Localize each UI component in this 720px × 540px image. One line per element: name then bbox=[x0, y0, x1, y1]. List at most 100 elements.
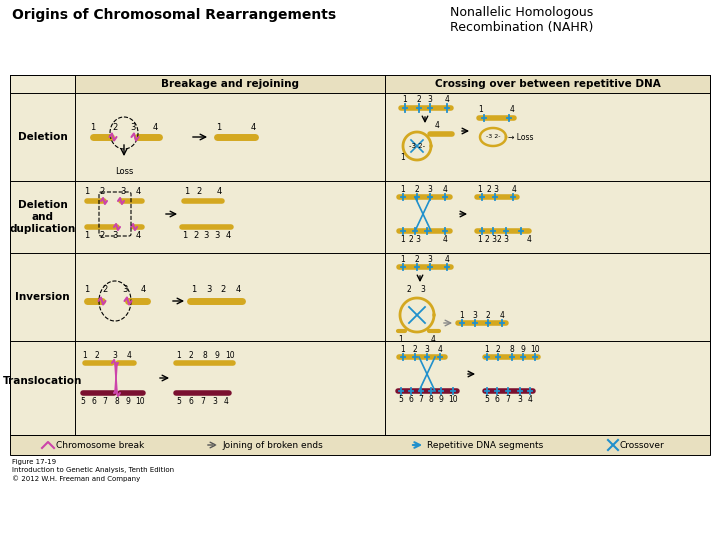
Text: Chromosome break: Chromosome break bbox=[56, 441, 144, 449]
Text: 1: 1 bbox=[400, 254, 405, 264]
Text: 1: 1 bbox=[176, 350, 181, 360]
Text: 1: 1 bbox=[84, 187, 89, 197]
Text: 2: 2 bbox=[194, 232, 199, 240]
Text: 2: 2 bbox=[417, 96, 421, 105]
Text: 9: 9 bbox=[438, 395, 444, 403]
Text: Figure 17-19
Introduction to Genetic Analysis, Tenth Edition
© 2012 W.H. Freeman: Figure 17-19 Introduction to Genetic Ana… bbox=[12, 459, 174, 482]
Text: 1: 1 bbox=[91, 123, 96, 132]
Text: 2: 2 bbox=[415, 185, 419, 193]
Text: 2: 2 bbox=[112, 123, 117, 132]
Polygon shape bbox=[400, 298, 434, 332]
Text: 2: 2 bbox=[415, 254, 419, 264]
Text: 4: 4 bbox=[235, 286, 240, 294]
Text: 4: 4 bbox=[140, 286, 145, 294]
Text: 1: 1 bbox=[479, 105, 483, 114]
Text: 3: 3 bbox=[212, 396, 217, 406]
Text: 1: 1 bbox=[400, 345, 405, 354]
Text: 3: 3 bbox=[420, 285, 426, 294]
Text: 1: 1 bbox=[83, 350, 87, 360]
Text: 3: 3 bbox=[428, 185, 433, 193]
Text: 4: 4 bbox=[224, 396, 228, 406]
Text: 4: 4 bbox=[225, 232, 230, 240]
Text: Breakage and rejoining: Breakage and rejoining bbox=[161, 79, 299, 89]
Text: 1: 1 bbox=[485, 345, 490, 354]
Text: 2: 2 bbox=[189, 350, 194, 360]
Text: 7: 7 bbox=[102, 396, 107, 406]
Text: 1: 1 bbox=[477, 185, 482, 193]
Text: 2: 2 bbox=[99, 232, 104, 240]
Text: 1: 1 bbox=[399, 334, 403, 343]
Text: 2: 2 bbox=[94, 350, 99, 360]
Text: 1: 1 bbox=[459, 310, 464, 320]
Text: Crossover: Crossover bbox=[620, 441, 665, 449]
Text: Translocation: Translocation bbox=[3, 376, 82, 386]
Text: 2: 2 bbox=[102, 286, 107, 294]
Text: 4: 4 bbox=[251, 123, 256, 132]
Polygon shape bbox=[10, 75, 710, 435]
Text: 2: 2 bbox=[99, 187, 104, 197]
Text: 7: 7 bbox=[201, 396, 205, 406]
Text: 1: 1 bbox=[402, 96, 408, 105]
Text: Origins of Chromosomal Rearrangements: Origins of Chromosomal Rearrangements bbox=[12, 8, 336, 22]
Text: 2 3: 2 3 bbox=[485, 234, 497, 244]
Text: 1: 1 bbox=[477, 234, 482, 244]
Text: 6: 6 bbox=[408, 395, 413, 403]
Text: -3 2-: -3 2- bbox=[486, 134, 500, 139]
Text: 1: 1 bbox=[400, 234, 405, 244]
Text: 3: 3 bbox=[207, 286, 212, 294]
Text: 2: 2 bbox=[495, 345, 500, 354]
Text: Crossing over between repetitive DNA: Crossing over between repetitive DNA bbox=[435, 79, 660, 89]
Text: 4: 4 bbox=[444, 96, 449, 105]
Text: 8: 8 bbox=[202, 350, 207, 360]
Text: 4: 4 bbox=[127, 350, 132, 360]
Text: 8: 8 bbox=[114, 396, 120, 406]
Text: 7: 7 bbox=[418, 395, 423, 403]
Text: 4: 4 bbox=[443, 185, 447, 193]
Text: Repetitive DNA segments: Repetitive DNA segments bbox=[427, 441, 544, 449]
Text: 1: 1 bbox=[84, 286, 89, 294]
Text: 4: 4 bbox=[443, 234, 447, 244]
Text: 4: 4 bbox=[135, 232, 140, 240]
Text: 2: 2 bbox=[485, 310, 490, 320]
Text: 4: 4 bbox=[510, 105, 514, 114]
Text: 2 3: 2 3 bbox=[409, 234, 421, 244]
Text: 5: 5 bbox=[176, 396, 181, 406]
Text: 3: 3 bbox=[518, 395, 523, 403]
Text: 4: 4 bbox=[438, 345, 442, 354]
Text: 6: 6 bbox=[91, 396, 96, 406]
Text: 2: 2 bbox=[220, 286, 225, 294]
Text: -3 2-: -3 2- bbox=[409, 143, 425, 149]
Text: 4: 4 bbox=[135, 187, 140, 197]
Text: 3: 3 bbox=[112, 232, 117, 240]
Text: 5: 5 bbox=[81, 396, 86, 406]
Text: 1: 1 bbox=[192, 286, 197, 294]
Text: 3: 3 bbox=[425, 345, 429, 354]
Text: 9: 9 bbox=[521, 345, 526, 354]
Text: 4: 4 bbox=[153, 123, 158, 132]
Text: 1: 1 bbox=[182, 232, 188, 240]
Text: 5: 5 bbox=[399, 395, 403, 403]
Text: 4: 4 bbox=[431, 334, 436, 343]
Text: 3: 3 bbox=[203, 232, 209, 240]
Text: 8: 8 bbox=[428, 395, 433, 403]
Text: 10: 10 bbox=[225, 350, 235, 360]
Text: 1: 1 bbox=[184, 187, 189, 197]
Text: 10: 10 bbox=[135, 396, 145, 406]
Text: 7: 7 bbox=[505, 395, 510, 403]
Polygon shape bbox=[75, 75, 710, 93]
Text: 6: 6 bbox=[495, 395, 500, 403]
Text: 1: 1 bbox=[84, 232, 89, 240]
Text: 2: 2 bbox=[407, 285, 411, 294]
Text: 4: 4 bbox=[435, 122, 439, 131]
Text: 3: 3 bbox=[112, 350, 117, 360]
Text: 4: 4 bbox=[526, 234, 531, 244]
Text: Loss: Loss bbox=[114, 167, 133, 176]
Polygon shape bbox=[403, 132, 431, 160]
Text: 2 3: 2 3 bbox=[487, 185, 499, 193]
Text: → Loss: → Loss bbox=[508, 132, 534, 141]
Text: 3: 3 bbox=[120, 187, 126, 197]
Text: 4: 4 bbox=[444, 254, 449, 264]
Text: 1: 1 bbox=[400, 153, 405, 163]
Text: 2: 2 bbox=[413, 345, 418, 354]
Polygon shape bbox=[10, 435, 710, 455]
